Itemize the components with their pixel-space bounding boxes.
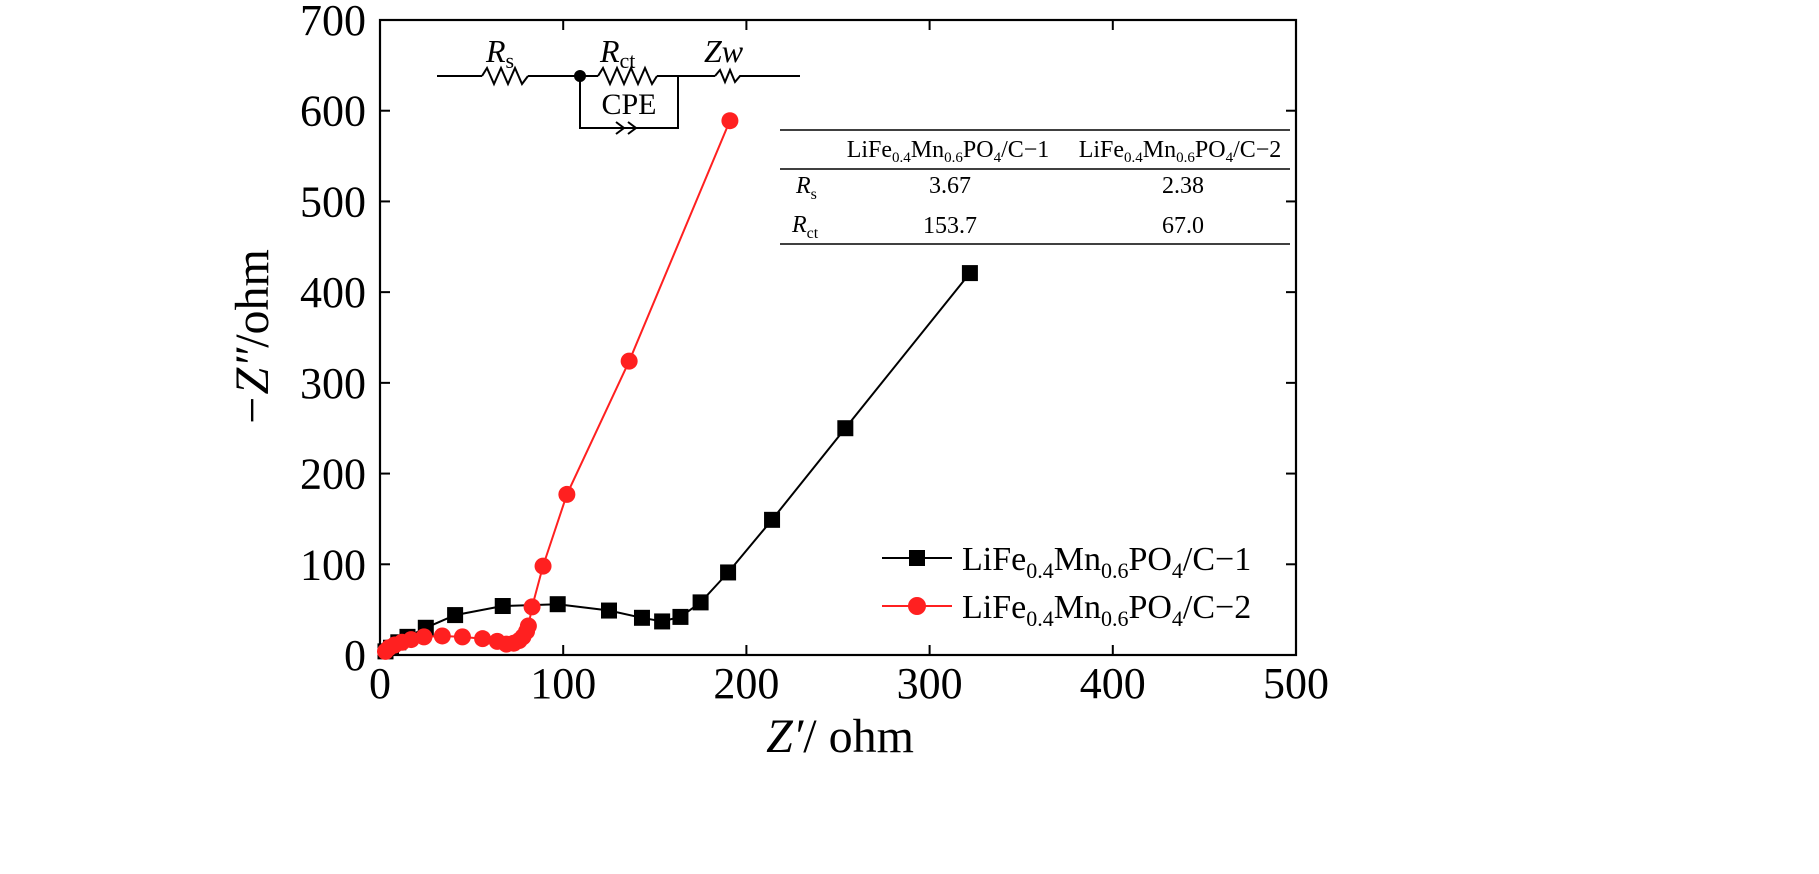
table-header-col2: LiFe0.4Mn0.6PO4/C−2	[1079, 137, 1282, 166]
rs-resistor	[481, 65, 529, 87]
y-axis-unit: /ohm	[226, 249, 279, 348]
series-2-point	[558, 485, 576, 503]
legend-label-series-2: LiFe0.4Mn0.6PO4/C−2	[962, 589, 1251, 631]
series-layer	[376, 112, 978, 660]
x-tick-label: 0	[369, 659, 391, 708]
series-2-point	[534, 557, 552, 575]
x-tick-label: 400	[1080, 659, 1146, 708]
table-row-rs-value-2: 2.38	[1162, 173, 1204, 199]
x-axis-label: Z′/ ohm	[766, 710, 914, 763]
series-1-point	[601, 602, 617, 619]
series-2-point	[415, 628, 433, 646]
legend-marker-series-1	[909, 550, 925, 566]
series-2-point	[721, 112, 739, 130]
axis-tick-labels: 0 100 200 300 400 500 0 100 200 300 400 500 600 700	[300, 0, 1329, 708]
series-1-point	[692, 594, 709, 611]
series-2-point	[402, 631, 420, 649]
legend-label-series-1: LiFe0.4Mn0.6PO4/C−1	[962, 541, 1251, 583]
series-1-point	[549, 596, 566, 613]
y-tick-label: 500	[300, 177, 366, 226]
series-1-point	[961, 265, 978, 282]
series-1-point	[672, 608, 689, 625]
series-2-point	[433, 627, 451, 645]
zw-label: Zw	[704, 33, 744, 69]
y-tick-label: 200	[300, 450, 366, 499]
series-1-point	[654, 613, 671, 630]
series-2-point	[523, 598, 541, 616]
y-tick-label: 700	[300, 0, 366, 45]
cpe-symbol	[615, 121, 638, 135]
x-axis-unit: / ohm	[803, 710, 914, 763]
rct-label: Rct	[599, 33, 635, 73]
y-tick-label: 0	[344, 631, 366, 680]
table-header-col1: LiFe0.4Mn0.6PO4/C−1	[847, 137, 1050, 166]
x-tick-label: 500	[1263, 659, 1329, 708]
y-axis-var: −Z″	[226, 347, 279, 427]
table-row-rs-value-1: 3.67	[929, 173, 971, 199]
legend-item-series-2: LiFe0.4Mn0.6PO4/C−2	[882, 589, 1251, 631]
y-tick-label: 300	[300, 359, 366, 408]
series-1-point	[720, 564, 737, 581]
legend-marker-series-2	[908, 597, 926, 615]
y-tick-label: 400	[300, 268, 366, 317]
parameter-table: LiFe0.4Mn0.6PO4/C−1 LiFe0.4Mn0.6PO4/C−2 …	[780, 129, 1290, 245]
legend-item-series-1: LiFe0.4Mn0.6PO4/C−1	[882, 541, 1251, 583]
rct-resistor	[597, 65, 658, 87]
series-2-point	[474, 630, 492, 648]
x-axis-var: Z′	[766, 710, 805, 763]
series-1-point	[494, 598, 511, 615]
series-1-point	[764, 511, 781, 528]
legend: LiFe0.4Mn0.6PO4/C−1 LiFe0.4Mn0.6PO4/C−2	[882, 541, 1251, 631]
y-tick-label: 600	[300, 87, 366, 136]
series-2-point	[620, 352, 638, 370]
series-2	[376, 112, 739, 660]
series-1-point	[447, 607, 464, 624]
y-axis-label: −Z″/ohm	[226, 249, 279, 427]
cpe-branch	[579, 76, 679, 129]
equivalent-circuit	[437, 65, 800, 135]
x-tick-label: 100	[530, 659, 596, 708]
table-row-rct-param: Rct	[791, 212, 819, 242]
series-1-point	[633, 609, 650, 626]
series-2-point	[519, 617, 537, 635]
plot-frame	[378, 18, 1298, 657]
series-1-point	[837, 420, 854, 437]
table-row-rct-value-1: 153.7	[923, 213, 977, 239]
x-tick-label: 300	[897, 659, 963, 708]
series-2-point	[453, 628, 471, 646]
y-tick-label: 100	[300, 540, 366, 589]
x-tick-label: 200	[713, 659, 779, 708]
table-row-rct-value-2: 67.0	[1162, 213, 1204, 239]
table-row-rs-param: Rs	[795, 173, 817, 203]
rs-label: Rs	[485, 33, 514, 73]
zw-element	[714, 67, 800, 85]
cpe-label: CPE	[601, 88, 656, 121]
